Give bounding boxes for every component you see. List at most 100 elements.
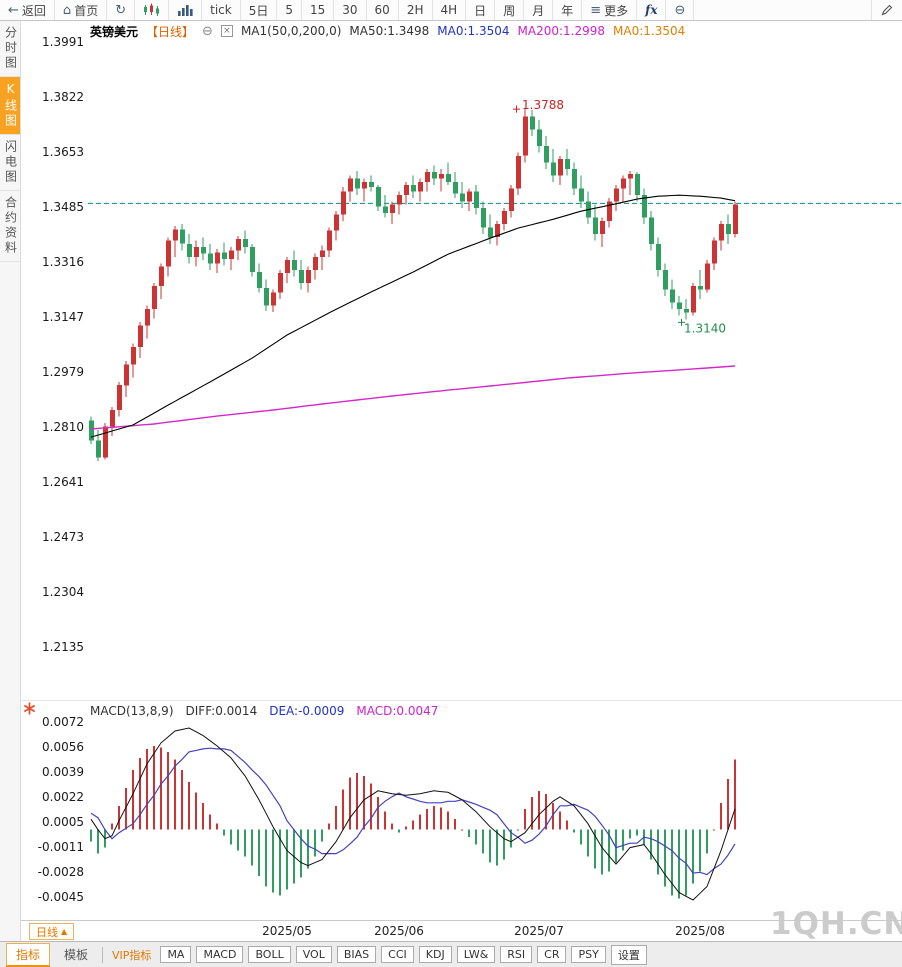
back-button[interactable]: ← 返回 xyxy=(0,0,55,20)
price-axis-label: 1.2135 xyxy=(42,640,84,654)
macd-dea-value: DEA:-0.0009 xyxy=(269,704,345,718)
candlestick-icon xyxy=(144,3,160,16)
indicator-boll-button[interactable]: BOLL xyxy=(248,946,291,963)
formula-button[interactable]: fx xyxy=(637,0,667,20)
divider xyxy=(102,946,104,963)
draw-button[interactable] xyxy=(871,0,902,20)
indicator-vol-button[interactable]: VOL xyxy=(295,946,332,963)
period-60min-label: 60 xyxy=(374,3,390,17)
period-5day-button[interactable]: 5日 xyxy=(241,0,278,20)
period-30min-label: 30 xyxy=(342,3,358,17)
price-chart-canvas[interactable]: 1.3788 1.3140 xyxy=(88,42,902,660)
period-tick-button[interactable]: tick xyxy=(202,0,241,20)
macd-axis-label: 0.0005 xyxy=(42,815,84,829)
period-15min-button[interactable]: 15 xyxy=(302,0,335,20)
period-5day-label: 5日 xyxy=(248,3,269,18)
chart-header: 英镑美元 【日线】 ⊖ × MA1(50,0,200,0) MA50:1.349… xyxy=(90,23,685,39)
indicator-lw&-button[interactable]: LW& xyxy=(456,946,496,963)
svg-text:1.3788: 1.3788 xyxy=(522,98,564,112)
price-axis-label: 1.3822 xyxy=(42,90,84,104)
period-2h-button[interactable]: 2H xyxy=(399,0,433,20)
chart-type-button[interactable] xyxy=(135,0,170,20)
settings-button[interactable]: 设置 xyxy=(610,944,647,965)
tab-indicators[interactable]: 指标 xyxy=(6,942,51,967)
vip-indicators-button[interactable]: VIP指标 xyxy=(108,947,155,963)
macd-title: MACD(13,8,9) xyxy=(90,704,174,718)
pencil-icon xyxy=(881,4,893,16)
triangle-up-icon: ▲ xyxy=(61,927,68,936)
indicator-kdj-button[interactable]: KDJ xyxy=(418,946,452,963)
macd-axis-label: 0.0072 xyxy=(42,715,84,729)
zoom-out-button[interactable]: ⊖ xyxy=(666,0,695,20)
indicator-macd-button[interactable]: MACD xyxy=(196,946,244,963)
period-day-label: 日 xyxy=(474,3,487,18)
period-4h-button[interactable]: 4H xyxy=(433,0,467,20)
tick-label: tick xyxy=(210,3,232,17)
price-axis-label: 1.2304 xyxy=(42,585,84,599)
sidebar-item-lightning-chart[interactable]: 闪电图 xyxy=(0,135,20,191)
settings-label: 设置 xyxy=(617,948,640,962)
period-60min-button[interactable]: 60 xyxy=(367,0,399,20)
sidebar-item-contract-info[interactable]: 合约资料 xyxy=(0,191,20,262)
left-sidebar: 分时图 K线图 闪电图 合约资料 xyxy=(0,21,21,941)
macd-axis-label: 0.0039 xyxy=(42,765,84,779)
price-axis-label: 1.3991 xyxy=(42,35,84,49)
period-15min-label: 15 xyxy=(309,3,326,17)
date-axis-label: 2025/08 xyxy=(675,924,725,938)
sidebar-item-time-chart[interactable]: 分时图 xyxy=(0,21,20,77)
indicator-cci-button[interactable]: CCI xyxy=(381,946,414,963)
period-tag: 【日线】 xyxy=(146,24,195,39)
tab-templates[interactable]: 模板 xyxy=(55,944,97,965)
macd-axis-label: -0.0028 xyxy=(37,865,84,879)
more-button[interactable]: ≡ 更多 xyxy=(582,0,638,20)
x-axis-row: 日线 ▲ xyxy=(21,920,902,941)
period-dropdown-tab[interactable]: 日线 ▲ xyxy=(29,923,75,940)
macd-chart-canvas[interactable] xyxy=(88,712,902,917)
refresh-button[interactable]: ↻ xyxy=(107,0,136,20)
tab-templates-label: 模板 xyxy=(64,948,89,962)
period-year-label: 年 xyxy=(561,3,574,18)
period-5min-label: 5 xyxy=(285,3,293,17)
back-label: 返回 xyxy=(21,3,46,18)
volume-bars-icon xyxy=(178,5,193,16)
period-5min-button[interactable]: 5 xyxy=(277,0,302,20)
macd-axis-label: 0.0022 xyxy=(42,790,84,804)
panel-divider xyxy=(21,700,902,701)
ma-toggle-icon[interactable]: × xyxy=(220,25,233,37)
home-icon: ⌂ xyxy=(62,2,72,18)
indicator-cr-button[interactable]: CR xyxy=(537,946,567,963)
date-axis-label: 2025/05 xyxy=(262,924,312,938)
period-week-button[interactable]: 周 xyxy=(495,0,525,20)
period-year-button[interactable]: 年 xyxy=(553,0,583,20)
indicator-ma-button[interactable]: MA xyxy=(160,946,192,963)
macd-diff-value: DIFF:0.0014 xyxy=(185,704,258,718)
fx-icon: fx xyxy=(645,3,658,17)
period-30min-button[interactable]: 30 xyxy=(334,0,367,20)
top-toolbar: ← 返回 ⌂ 首页 ↻ tick 5日 5 15 30 60 2H 4H 日 周… xyxy=(0,0,902,21)
macd-axis-label: 0.0056 xyxy=(42,740,84,754)
menu-icon: ≡ xyxy=(590,2,602,18)
indicator-psy-button[interactable]: PSY xyxy=(571,946,606,963)
sidebar-kline-chart-label: K线图 xyxy=(3,82,18,129)
ma200-value: MA200:1.2998 xyxy=(517,24,606,38)
period-month-button[interactable]: 月 xyxy=(524,0,554,20)
tab-indicators-label: 指标 xyxy=(16,947,41,962)
collapse-icon[interactable]: ⊖ xyxy=(202,23,213,39)
macd-header: MACD(13,8,9) DIFF:0.0014 DEA:-0.0009 MAC… xyxy=(90,704,438,718)
sidebar-time-chart-label: 分时图 xyxy=(3,26,18,71)
indicator-bias-button[interactable]: BIAS xyxy=(336,946,377,963)
period-day-button[interactable]: 日 xyxy=(466,0,496,20)
ma50-value: MA50:1.3498 xyxy=(349,24,430,38)
period-week-label: 周 xyxy=(503,3,516,18)
price-axis-label: 1.2810 xyxy=(42,420,84,434)
sidebar-item-kline-chart[interactable]: K线图 xyxy=(0,77,20,135)
home-button[interactable]: ⌂ 首页 xyxy=(55,0,108,20)
indicator-rsi-button[interactable]: RSI xyxy=(500,946,533,963)
sidebar-lightning-chart-label: 闪电图 xyxy=(3,140,18,185)
price-axis-label: 1.3653 xyxy=(42,145,84,159)
add-indicator-button[interactable] xyxy=(169,0,203,20)
vip-indicators-label: VIP指标 xyxy=(112,948,152,962)
macd-settings-icon[interactable] xyxy=(23,702,36,715)
bottom-toolbar: 指标 模板 VIP指标 MA MACD BOLL VOL BIAS CCI KDJ LW& RS… xyxy=(0,941,902,967)
